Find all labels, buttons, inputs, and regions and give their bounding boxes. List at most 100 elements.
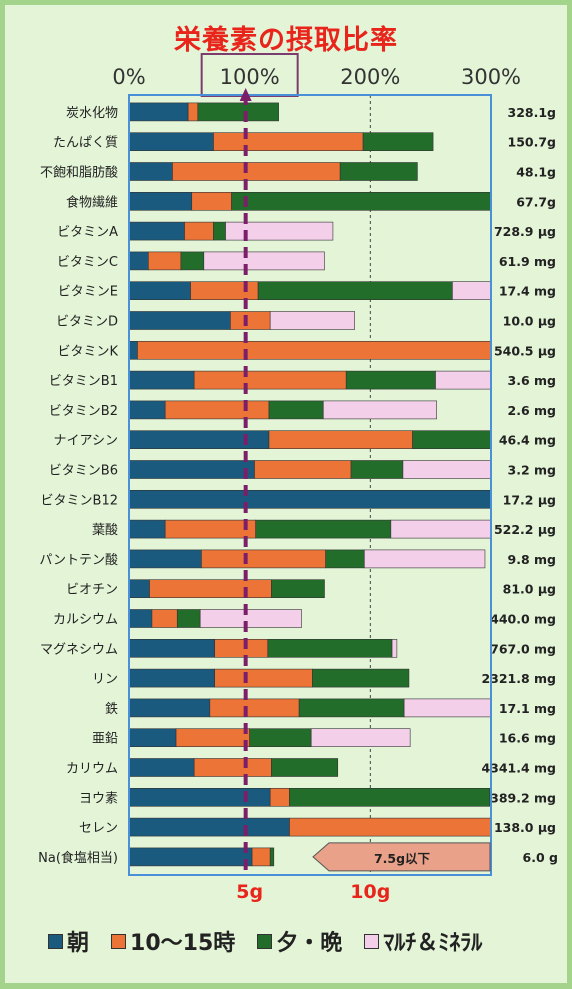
total-label: 46.4 mg <box>499 433 556 448</box>
category-label: マグネシウム <box>40 642 118 657</box>
bar-segment <box>128 787 271 807</box>
category-label: 葉酸 <box>92 523 118 538</box>
bar-segment <box>230 311 271 330</box>
bar-segment <box>201 549 326 569</box>
bar-segment <box>164 519 256 539</box>
category-label: 炭水化物 <box>66 106 118 121</box>
bar-segment <box>164 400 270 420</box>
bar-segment <box>128 430 270 450</box>
total-label: 81.0 μg <box>503 582 556 597</box>
total-label: 389.2 mg <box>490 790 556 805</box>
total-label: 440.0 mg <box>490 612 556 627</box>
total-label: 328.1g <box>508 105 557 120</box>
total-label: 17.1 mg <box>499 701 556 716</box>
bar-segment <box>128 400 166 420</box>
legend-item: ﾏﾙﾁ＆ﾐﾈﾗﾙ <box>364 925 482 957</box>
x-tick-label: 300% <box>461 65 521 89</box>
legend-label: 夕・晩 <box>276 931 343 956</box>
bar-segment <box>128 728 177 748</box>
legend-label: 10～15時 <box>130 931 236 956</box>
category-label: ビタミンB6 <box>49 464 118 479</box>
bar-segment <box>128 549 202 569</box>
total-label: 61.9 mg <box>499 254 556 269</box>
legend-label: ﾏﾙﾁ＆ﾐﾈﾗﾙ <box>383 931 483 956</box>
category-label: ナイアシン <box>54 434 118 449</box>
bar-segment <box>128 460 255 479</box>
gram-label: 10g <box>350 881 390 903</box>
total-label: 522.2 μg <box>494 522 556 537</box>
total-label: 138.0 μg <box>494 820 556 835</box>
category-label: ビタミンC <box>57 255 118 270</box>
bar-segment <box>128 698 211 718</box>
bar-segment <box>193 758 272 777</box>
bar-segment <box>190 281 259 301</box>
bar-segment <box>191 192 232 211</box>
bar-segment <box>128 489 492 509</box>
bar-segment <box>128 668 215 688</box>
category-label: ビタミンB1 <box>49 374 118 389</box>
bar-segment <box>187 102 199 122</box>
legend-label: 朝 <box>67 931 90 956</box>
bar-segment <box>345 370 436 390</box>
bar-segment <box>254 460 352 479</box>
bar-segment <box>128 579 150 599</box>
bar-segment <box>128 281 191 301</box>
bar-segment <box>403 698 492 718</box>
total-label: 10.0 μg <box>503 314 556 329</box>
x-tick-label: 200% <box>340 65 400 89</box>
plot-border <box>128 94 492 876</box>
total-label: 728.9 μg <box>494 224 556 239</box>
bar-segment <box>310 728 411 748</box>
legend-swatch <box>364 933 380 949</box>
bar-segment <box>175 728 250 748</box>
total-label: 3.2 mg <box>508 463 556 478</box>
bar-segment <box>128 519 166 539</box>
legend-item: 朝 <box>48 925 89 957</box>
category-label: ビオチン <box>66 583 118 598</box>
chart-title: 栄養素の摂取比率 <box>174 25 398 56</box>
bar-segment <box>197 102 279 122</box>
bar-segment <box>128 609 153 628</box>
bar-segment <box>350 460 404 479</box>
x-tick-label: 0% <box>112 65 145 89</box>
legend-swatch <box>48 933 63 949</box>
total-label: 48.1g <box>516 165 556 180</box>
total-label: 2321.8 mg <box>481 671 556 686</box>
category-label: カルシウム <box>53 613 118 628</box>
salt-limit-arrow <box>312 842 491 872</box>
bar-segment <box>363 549 486 569</box>
bar-segment <box>128 132 214 151</box>
bar-segment <box>184 221 214 241</box>
legend-item: 10～15時 <box>111 925 235 957</box>
total-label: 17.2 μg <box>503 492 556 507</box>
bar-segment <box>193 370 347 390</box>
bar-segment <box>213 221 226 241</box>
bar-segment <box>214 668 313 688</box>
category-label: ビタミンK <box>57 344 118 359</box>
bar-segment <box>128 221 185 241</box>
bar-segment <box>148 251 182 271</box>
bar-segment <box>128 370 195 390</box>
category-label: ビタミンB2 <box>49 404 118 419</box>
bar-segment <box>128 311 231 330</box>
category-label: 亜鉛 <box>92 732 118 747</box>
bar-segment <box>128 847 253 867</box>
category-label: たんぱく質 <box>53 136 118 151</box>
x-tick-label: 100% <box>220 65 280 89</box>
bar-segment <box>128 340 138 360</box>
bar-segment <box>267 638 393 658</box>
bar-segment <box>209 698 300 718</box>
category-label: カリウム <box>66 762 118 777</box>
bar-segment <box>391 638 398 658</box>
category-label: ビタミンA <box>57 225 118 240</box>
category-label: ヨウ素 <box>79 791 118 806</box>
bar-segment <box>312 668 410 688</box>
bar-segment <box>214 638 269 658</box>
bar-segment <box>268 430 413 450</box>
bar-segment <box>289 787 491 807</box>
salt-limit-label: 7.5g以下 <box>374 851 431 866</box>
total-label: 150.7g <box>508 135 557 150</box>
total-label: 67.7g <box>516 194 556 209</box>
total-label: 17.4 mg <box>499 284 556 299</box>
bar-segment <box>128 758 195 777</box>
